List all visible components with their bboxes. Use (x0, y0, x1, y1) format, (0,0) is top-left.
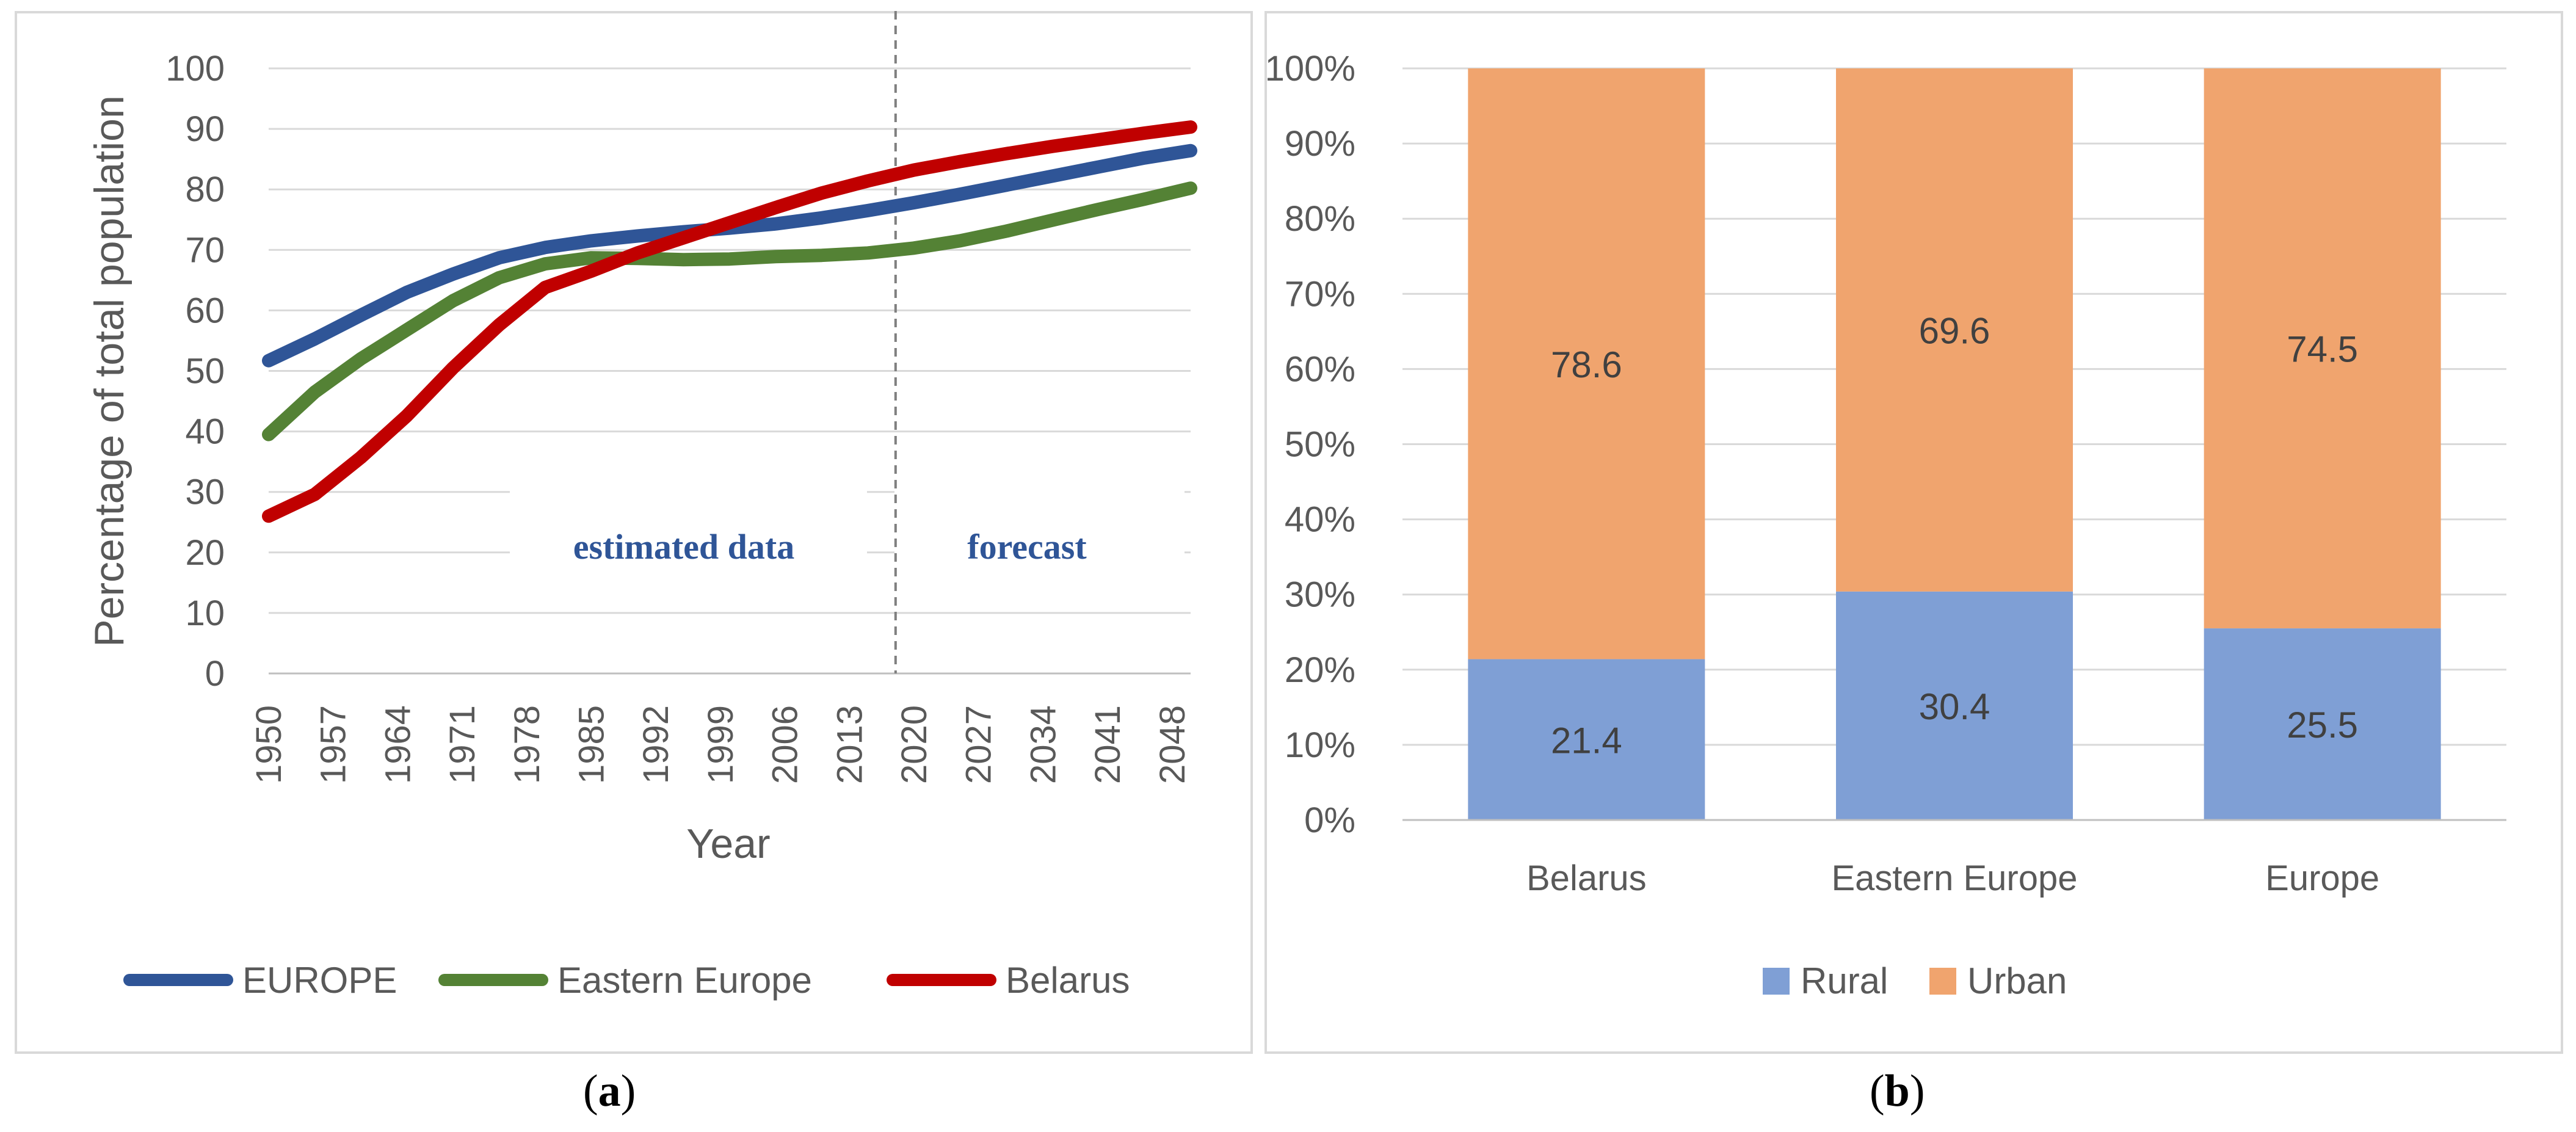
x-tick-label: 1964 (378, 705, 418, 784)
x-tick-label: 1992 (636, 705, 676, 784)
bar-chart-category-labels: Belarus Eastern Europe Europe (1526, 858, 2379, 898)
forecast-label: forecast (967, 527, 1087, 567)
category-label: Europe (2265, 858, 2379, 898)
y-tick-label: 80 (185, 170, 225, 209)
bar-urban-belarus (1468, 68, 1705, 659)
y-tick-label: 10 (185, 593, 225, 633)
y-tick-label: 70% (1285, 274, 1355, 314)
y-tick-label: 0% (1304, 800, 1355, 840)
bar-rural-eastern-europe (1836, 591, 2073, 820)
y-tick-label: 30 (185, 473, 225, 512)
category-label: Eastern Europe (1831, 858, 2077, 898)
y-axis-title: Percentage of total population (86, 95, 132, 647)
line-chart-series (262, 120, 1197, 523)
caption-a: (a) (583, 1066, 636, 1116)
line-chart-x-ticks: 1950 1957 1964 1971 1978 1985 1992 1999 2006 2013… (249, 705, 1192, 784)
category-label: Belarus (1526, 858, 1647, 898)
legend-label: EUROPE (242, 960, 397, 1001)
x-tick-label: 1999 (701, 705, 741, 784)
bar-rural-belarus (1468, 659, 1705, 820)
x-tick-label: 2006 (766, 705, 805, 784)
bar-urban-eastern-europe (1836, 68, 2073, 592)
x-tick-label: 2041 (1088, 705, 1128, 784)
legend-label: Eastern Europe (557, 960, 812, 1001)
data-label: 21.4 (1551, 720, 1622, 761)
caption-b: (b) (1870, 1066, 1925, 1116)
x-tick-label: 2020 (894, 705, 934, 784)
y-tick-label: 20% (1285, 650, 1355, 690)
y-tick-label: 80% (1285, 199, 1355, 239)
y-tick-label: 60% (1285, 349, 1355, 389)
legend-swatch-rural (1763, 968, 1790, 995)
y-tick-label: 0 (205, 654, 225, 694)
data-label: 74.5 (2287, 329, 2358, 370)
x-tick-label: 1950 (249, 705, 289, 784)
x-tick-label: 2027 (959, 705, 999, 784)
y-tick-label: 10% (1285, 725, 1355, 765)
y-tick-label: 50 (185, 352, 225, 391)
y-tick-label: 40 (185, 412, 225, 452)
legend-swatch-urban (1929, 968, 1956, 995)
estimated-data-label-background (510, 491, 867, 563)
caption-b-letter: b (1884, 1066, 1910, 1116)
caption-a-letter: a (598, 1066, 621, 1116)
y-tick-label: 60 (185, 291, 225, 330)
bar-chart-bars: 21.4 78.6 30.4 69.6 25.5 74.5 (1468, 68, 2441, 820)
data-label: 69.6 (1919, 310, 1990, 351)
bar-urban-europe (2204, 68, 2441, 629)
y-tick-label: 30% (1285, 575, 1355, 615)
x-tick-label: 2034 (1023, 705, 1063, 784)
bar-rural-europe (2204, 628, 2441, 820)
x-tick-label: 1978 (507, 705, 547, 784)
y-tick-label: 20 (185, 533, 225, 573)
series-line-eastern-europe (262, 181, 1197, 441)
y-tick-label: 90% (1285, 124, 1355, 164)
x-tick-label: 2048 (1153, 705, 1192, 784)
line-chart-y-ticks: 0 10 20 30 40 50 60 70 80 90 100 (165, 49, 225, 694)
legend-label: Rural (1801, 960, 1888, 1001)
bar-chart-legend: Rural Urban (1763, 960, 2067, 1001)
x-axis-title: Year (686, 821, 770, 867)
y-tick-label: 100 (165, 49, 225, 89)
y-tick-label: 70 (185, 230, 225, 270)
legend-label: Urban (1967, 960, 2067, 1001)
y-tick-label: 40% (1285, 500, 1355, 540)
data-label: 78.6 (1551, 344, 1622, 385)
y-tick-label: 50% (1285, 425, 1355, 465)
y-tick-label: 90 (185, 109, 225, 149)
x-tick-label: 1971 (443, 705, 482, 784)
x-tick-label: 1957 (314, 705, 354, 784)
x-tick-label: 2013 (830, 705, 869, 784)
legend-label: Belarus (1006, 960, 1130, 1001)
data-label: 25.5 (2287, 705, 2358, 746)
forecast-label-background (894, 491, 1185, 563)
series-line-belarus (262, 120, 1197, 523)
x-tick-label: 1985 (572, 705, 612, 784)
line-chart-legend: EUROPE Eastern Europe Belarus (123, 960, 1130, 1001)
y-tick-label: 100% (1265, 49, 1355, 89)
data-label: 30.4 (1919, 686, 1990, 727)
bar-chart-y-ticks: 0% 10% 20% 30% 40% 50% 60% 70% 80% 90% 100% (1265, 49, 1355, 840)
estimated-data-label: estimated data (573, 527, 794, 567)
